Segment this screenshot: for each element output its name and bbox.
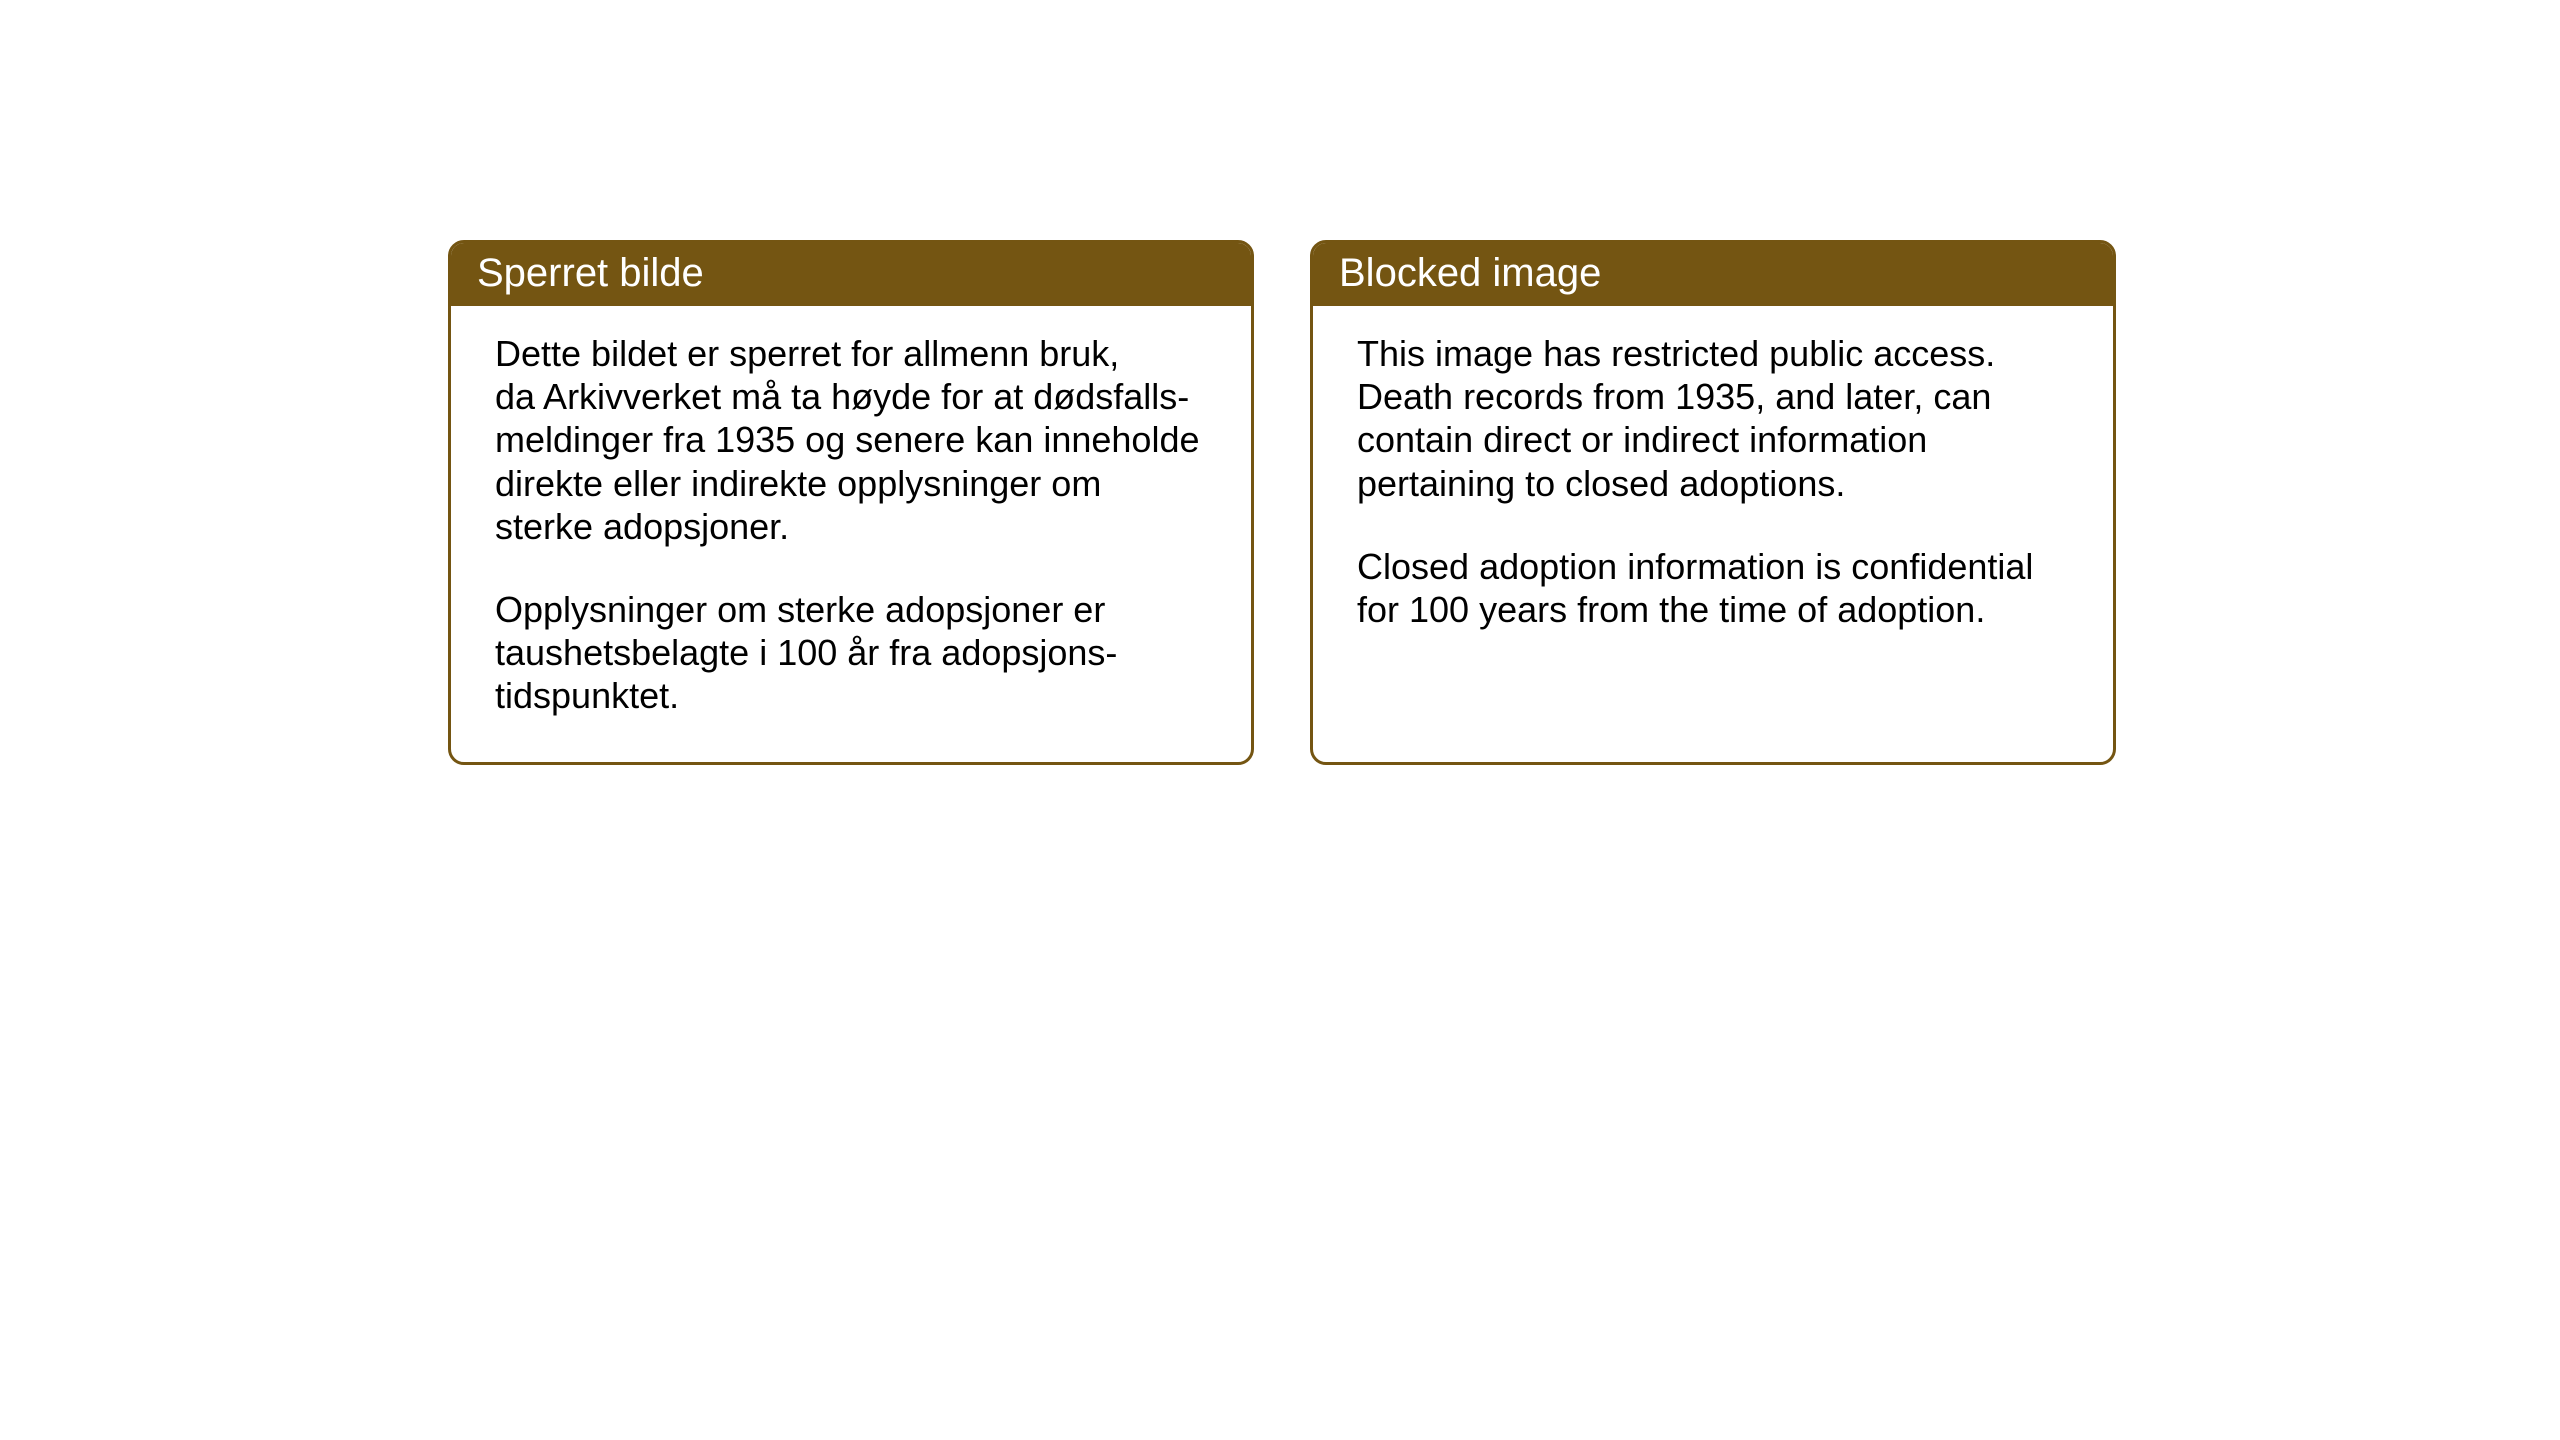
notice-paragraph-2-norwegian: Opplysninger om sterke adopsjoner er tau… xyxy=(495,588,1207,718)
notice-paragraph-1-english: This image has restricted public access.… xyxy=(1357,332,2069,505)
notice-header-english: Blocked image xyxy=(1313,243,2113,306)
notice-paragraph-2-english: Closed adoption information is confident… xyxy=(1357,545,2069,631)
notice-body-english: This image has restricted public access.… xyxy=(1313,306,2113,738)
notice-box-norwegian: Sperret bilde Dette bildet er sperret fo… xyxy=(448,240,1254,765)
notice-body-norwegian: Dette bildet er sperret for allmenn bruk… xyxy=(451,306,1251,762)
notice-paragraph-1-norwegian: Dette bildet er sperret for allmenn bruk… xyxy=(495,332,1207,548)
notice-container: Sperret bilde Dette bildet er sperret fo… xyxy=(448,240,2116,765)
notice-header-norwegian: Sperret bilde xyxy=(451,243,1251,306)
notice-box-english: Blocked image This image has restricted … xyxy=(1310,240,2116,765)
